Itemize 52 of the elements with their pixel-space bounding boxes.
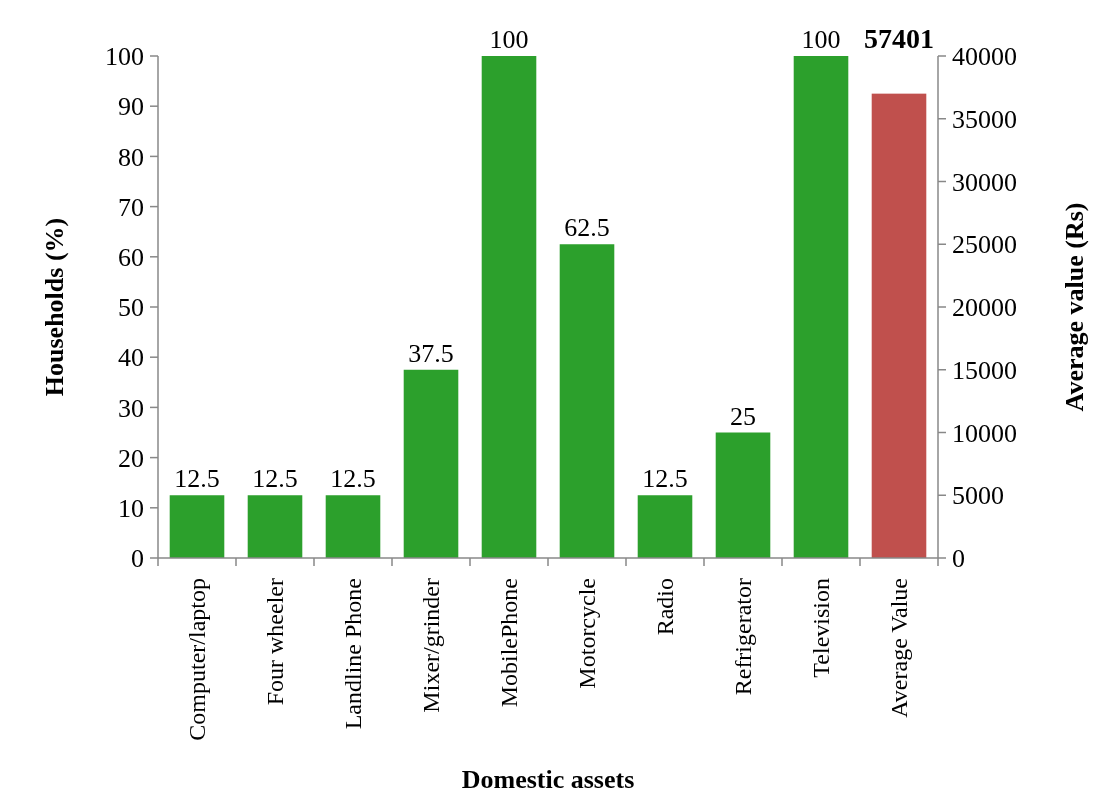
y2-tick-label: 30000 [952, 167, 1017, 197]
data-label: 100 [489, 25, 529, 54]
y-tick-label: 80 [118, 142, 144, 172]
x-tick-label: Four wheeler [262, 578, 288, 706]
y-axis-title: Households (%) [40, 217, 69, 397]
y-tick-label: 20 [118, 443, 144, 473]
data-label: 25 [730, 401, 756, 431]
y-tick-label: 10 [118, 493, 144, 523]
x-tick-label: Computer/laptop [184, 578, 210, 741]
y-tick-label: 60 [118, 242, 144, 272]
bar [403, 369, 459, 558]
y-tick-label: 90 [118, 92, 144, 122]
y-tick-label: 40 [118, 343, 144, 373]
data-label: 62.5 [564, 213, 610, 243]
y2-tick-label: 40000 [952, 42, 1017, 72]
y2-axis-title: Average value (Rs) [1060, 202, 1089, 412]
bar [325, 495, 381, 558]
y2-tick-label: 0 [952, 544, 965, 574]
x-tick-label: Mixer/grinder [418, 577, 444, 713]
data-label: 12.5 [642, 464, 688, 494]
x-tick-label: Television [808, 578, 834, 678]
text: 57401 [864, 23, 934, 54]
y2-tick-label: 20000 [952, 293, 1017, 323]
y-tick-label: 30 [118, 393, 144, 423]
bar [715, 432, 771, 558]
x-tick-label: Refrigerator [730, 578, 756, 696]
y-tick-label: 100 [105, 42, 144, 72]
y2-tick-label: 25000 [952, 230, 1017, 260]
y-tick-label: 70 [118, 192, 144, 222]
bar [637, 495, 693, 558]
y-tick-label: 50 [118, 293, 144, 323]
x-tick-label: Radio [652, 578, 678, 636]
bar [247, 495, 303, 558]
y-tick-label: 0 [131, 544, 144, 574]
data-label: 12.5 [174, 464, 220, 494]
data-label: 100 [801, 25, 841, 54]
data-label: 12.5 [330, 464, 376, 494]
data-label: 12.5 [252, 464, 298, 494]
x-tick-label: Motorcycle [574, 578, 600, 689]
x-axis-title: Domestic assets [461, 765, 635, 794]
x-tick-label: MobilePhone [496, 578, 522, 708]
x-tick-label: Average Value [886, 578, 912, 718]
y2-tick-label: 5000 [952, 481, 1004, 511]
data-label: 37.5 [408, 338, 454, 368]
bar [169, 495, 225, 558]
y2-tick-label: 35000 [952, 104, 1017, 134]
bar [481, 56, 537, 558]
y2-tick-label: 15000 [952, 355, 1017, 385]
bar [559, 244, 615, 558]
y2-tick-label: 10000 [952, 418, 1017, 448]
bar [793, 56, 849, 558]
x-tick-label: Landline Phone [340, 578, 366, 730]
